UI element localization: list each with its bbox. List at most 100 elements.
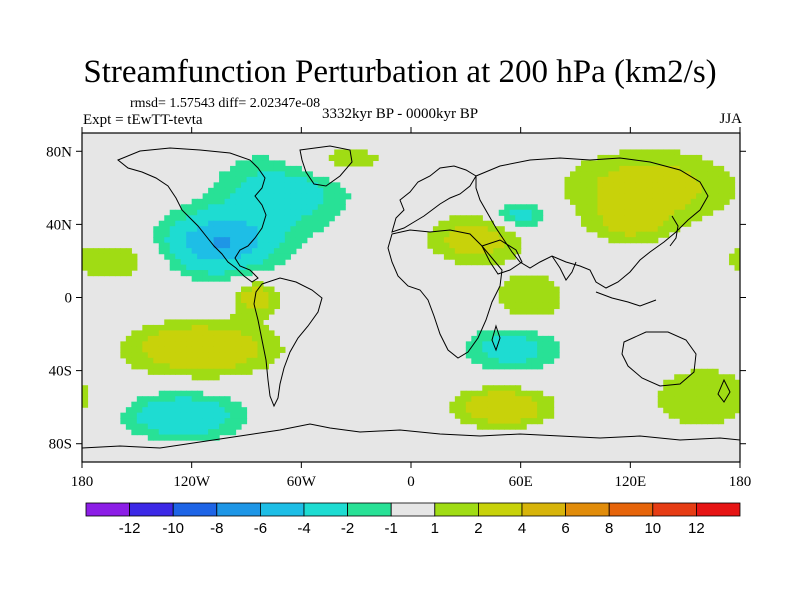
field-cell — [602, 182, 609, 189]
field-cell — [685, 182, 692, 189]
field-cell — [509, 231, 516, 238]
field-cell — [169, 237, 176, 244]
field-cell — [197, 412, 204, 419]
field-cell — [608, 187, 615, 194]
field-cell — [690, 396, 697, 403]
field-cell — [515, 390, 522, 397]
colorbar-label: -10 — [162, 520, 184, 537]
field-cell — [273, 182, 280, 189]
field-cell — [317, 198, 324, 205]
field-cell — [696, 193, 703, 200]
field-cell — [734, 248, 740, 255]
field-cell — [169, 429, 176, 436]
field-cell — [257, 259, 264, 266]
field-cell — [230, 407, 237, 414]
field-cell — [613, 231, 620, 238]
field-cell — [679, 165, 686, 172]
field-cell — [175, 407, 182, 414]
field-cell — [690, 401, 697, 408]
field-cell — [526, 352, 533, 359]
field-cell — [191, 396, 198, 403]
field-cell — [575, 165, 582, 172]
field-cell — [268, 193, 275, 200]
field-cell — [586, 198, 593, 205]
field-cell — [235, 346, 242, 353]
field-cell — [646, 182, 653, 189]
field-cell — [526, 407, 533, 414]
field-cell — [147, 396, 154, 403]
field-cell — [306, 171, 313, 178]
field-cell — [591, 171, 599, 178]
field-cell — [597, 171, 604, 178]
field-cell — [619, 215, 626, 222]
field-cell — [679, 198, 686, 205]
field-cell — [142, 346, 149, 353]
field-cell — [191, 275, 198, 282]
field-cell — [707, 418, 714, 425]
field-cell — [624, 193, 631, 200]
field-cell — [443, 242, 450, 249]
field-cell — [251, 187, 259, 194]
field-cell — [515, 308, 522, 315]
field-cell — [175, 368, 182, 375]
field-cell — [186, 226, 193, 233]
field-cell — [712, 368, 719, 375]
field-cell — [197, 248, 204, 255]
field-cell — [685, 379, 692, 386]
coast-new-zealand — [717, 378, 731, 403]
field-cell — [246, 363, 253, 370]
field-cell — [208, 330, 215, 337]
field-cell — [504, 357, 511, 364]
field-cell — [334, 193, 341, 200]
field-cell — [591, 176, 599, 183]
field-cell — [367, 160, 374, 167]
field-cell — [284, 204, 291, 211]
field-cell — [630, 237, 637, 244]
field-cell — [723, 176, 730, 183]
field-cell — [306, 220, 313, 227]
field-cell — [685, 396, 692, 403]
colorbar-label: -4 — [297, 520, 310, 537]
field-cell — [652, 149, 659, 156]
field-cell — [224, 363, 231, 370]
field-cell — [624, 171, 631, 178]
field-cell — [186, 357, 193, 364]
field-cell — [241, 292, 248, 299]
field-cell — [219, 363, 226, 370]
field-cell — [120, 248, 127, 255]
field-cell — [219, 396, 226, 403]
field-cell — [191, 346, 198, 353]
field-cell — [350, 154, 357, 162]
field-cell — [712, 182, 719, 189]
field-cell — [197, 198, 204, 205]
colorbar-label: -8 — [210, 520, 223, 537]
field-cell — [449, 407, 456, 414]
field-cell — [175, 418, 182, 425]
field-cell — [334, 204, 341, 211]
field-cell — [241, 231, 248, 238]
field-cell — [553, 346, 560, 353]
coast-indonesia — [595, 291, 657, 307]
field-cell — [443, 231, 450, 238]
field-cell — [191, 429, 198, 436]
field-cell — [356, 154, 363, 162]
field-cell — [482, 418, 489, 425]
field-cell — [465, 396, 472, 403]
field-cell — [701, 182, 708, 189]
field-cell — [284, 182, 291, 189]
field-cell — [537, 297, 544, 304]
field-cell — [317, 226, 324, 233]
field-cell — [191, 407, 198, 414]
field-cell — [515, 401, 522, 408]
field-cell — [273, 209, 280, 216]
field-cell — [712, 385, 719, 392]
field-cell — [131, 429, 138, 436]
field-cell — [103, 253, 111, 260]
field-cell — [723, 412, 730, 419]
field-cell — [180, 215, 187, 222]
field-cell — [696, 176, 703, 183]
field-cell — [175, 396, 182, 403]
field-cell — [164, 412, 171, 419]
field-cell — [219, 346, 226, 353]
field-cell — [246, 259, 253, 266]
